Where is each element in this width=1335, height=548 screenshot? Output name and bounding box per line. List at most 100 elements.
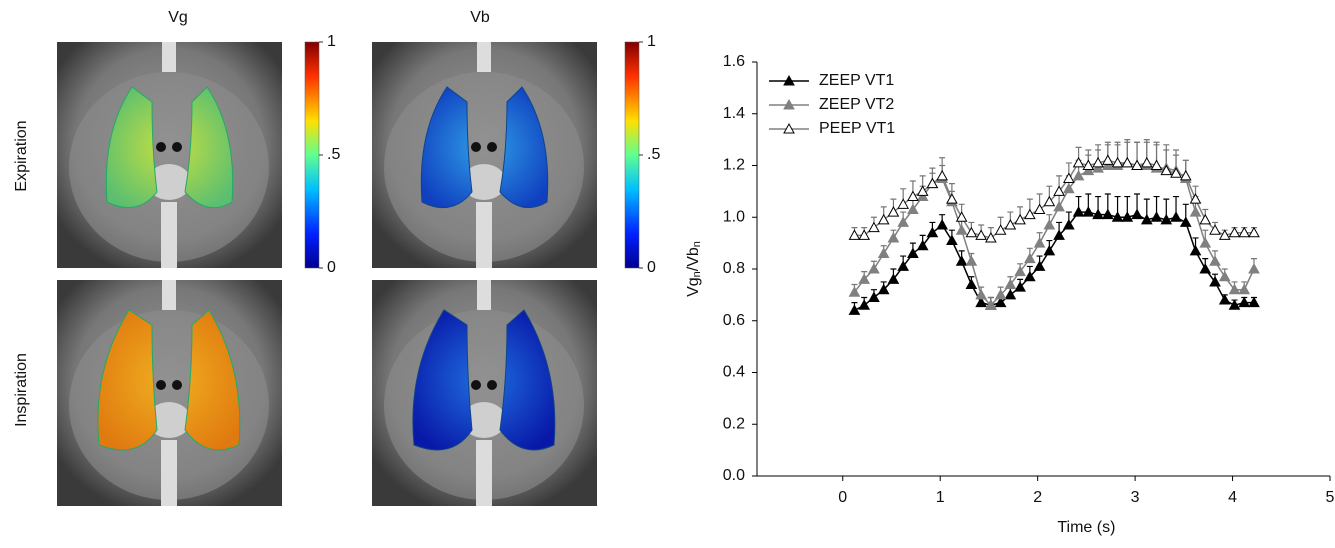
y-tick-label: 0.6 <box>723 312 745 329</box>
x-tick-label: 1 <box>936 489 945 506</box>
data-point <box>1179 169 1192 181</box>
data-point <box>1053 185 1065 196</box>
data-point <box>1053 229 1065 240</box>
series-line <box>853 162 1255 307</box>
data-point <box>1248 296 1260 308</box>
data-point <box>887 273 900 284</box>
data-point <box>975 296 987 308</box>
colorbar-tick-label: 1 <box>327 33 336 50</box>
data-point <box>897 260 910 271</box>
data-point <box>985 231 997 243</box>
x-tick-label: 3 <box>1131 489 1140 506</box>
data-point <box>1189 244 1202 256</box>
y-axis-label: Vgn/Vbn <box>685 241 703 297</box>
colorbar-tick-label: .5 <box>327 146 340 163</box>
colorbar <box>624 41 640 269</box>
data-point <box>955 224 968 235</box>
data-point <box>1150 211 1163 222</box>
y-tick-label: 1.4 <box>723 105 745 122</box>
data-point <box>946 234 958 246</box>
data-point <box>1062 172 1075 183</box>
y-tick-label: 1.6 <box>723 53 745 70</box>
data-point <box>1033 203 1046 214</box>
data-point <box>887 206 900 217</box>
data-point <box>1101 208 1114 220</box>
row-label: Expiration <box>13 120 30 191</box>
y-tick-label: 1.0 <box>723 208 745 225</box>
data-point <box>1092 162 1104 173</box>
data-point <box>868 221 880 233</box>
data-point <box>1170 211 1182 222</box>
data-point <box>965 255 978 266</box>
data-point <box>1199 237 1212 248</box>
ct-image <box>372 280 597 506</box>
data-point <box>1004 278 1017 290</box>
y-tick-label: 0.4 <box>723 364 745 381</box>
y-axis-label-part: Vg <box>685 277 702 297</box>
y-tick-label: 0.0 <box>723 467 745 484</box>
data-point <box>848 229 861 240</box>
data-point <box>1072 206 1085 217</box>
data-point <box>858 273 871 284</box>
data-point <box>946 193 958 204</box>
data-point <box>1131 208 1143 220</box>
data-point <box>1218 270 1231 282</box>
data-point <box>1209 275 1221 287</box>
data-point <box>877 283 890 295</box>
data-point <box>1053 200 1065 212</box>
data-point <box>916 185 929 196</box>
data-point <box>1092 208 1104 220</box>
data-point <box>1014 281 1026 292</box>
data-point <box>994 224 1007 235</box>
legend-label: ZEEP VT2 <box>819 96 894 113</box>
data-point <box>1082 159 1095 170</box>
data-point <box>1199 262 1212 274</box>
data-point <box>887 231 900 243</box>
data-point <box>965 278 978 290</box>
data-point <box>1121 211 1134 222</box>
column-title: Vb <box>470 9 490 26</box>
data-point <box>897 198 910 209</box>
data-point <box>1062 218 1075 230</box>
y-tick-label: 0.2 <box>723 415 745 432</box>
data-point <box>1160 164 1173 176</box>
data-point <box>985 299 997 310</box>
data-point <box>936 218 949 230</box>
data-point <box>1033 260 1046 271</box>
ct-image <box>57 280 282 506</box>
data-point <box>1218 294 1231 305</box>
data-point <box>1189 206 1202 217</box>
data-point <box>1160 213 1173 225</box>
data-point <box>858 299 871 310</box>
data-point <box>955 211 968 222</box>
x-tick-label: 5 <box>1326 489 1335 506</box>
data-point <box>965 226 978 238</box>
data-point <box>1179 216 1192 227</box>
data-point <box>1199 213 1212 225</box>
data-point <box>1033 237 1046 248</box>
legend-label: PEEP VT1 <box>819 120 895 137</box>
data-point <box>1072 169 1085 181</box>
data-point <box>858 229 871 240</box>
data-point <box>916 190 929 202</box>
colorbar <box>304 41 320 269</box>
data-point <box>955 255 968 266</box>
data-point <box>975 229 987 240</box>
data-point <box>994 296 1007 308</box>
data-point <box>868 291 880 302</box>
legend-label: ZEEP VT1 <box>819 72 894 89</box>
data-point <box>1140 156 1153 168</box>
data-point <box>1014 265 1026 277</box>
data-point <box>1111 211 1124 222</box>
y-tick-label: 1.2 <box>723 157 745 174</box>
data-point <box>1092 156 1104 168</box>
data-point <box>916 239 929 251</box>
data-point <box>877 247 890 258</box>
data-point <box>907 203 919 214</box>
data-point <box>1043 195 1056 207</box>
data-point <box>936 169 949 181</box>
data-point <box>907 190 919 202</box>
y-axis-label-subscript: n <box>691 241 703 247</box>
